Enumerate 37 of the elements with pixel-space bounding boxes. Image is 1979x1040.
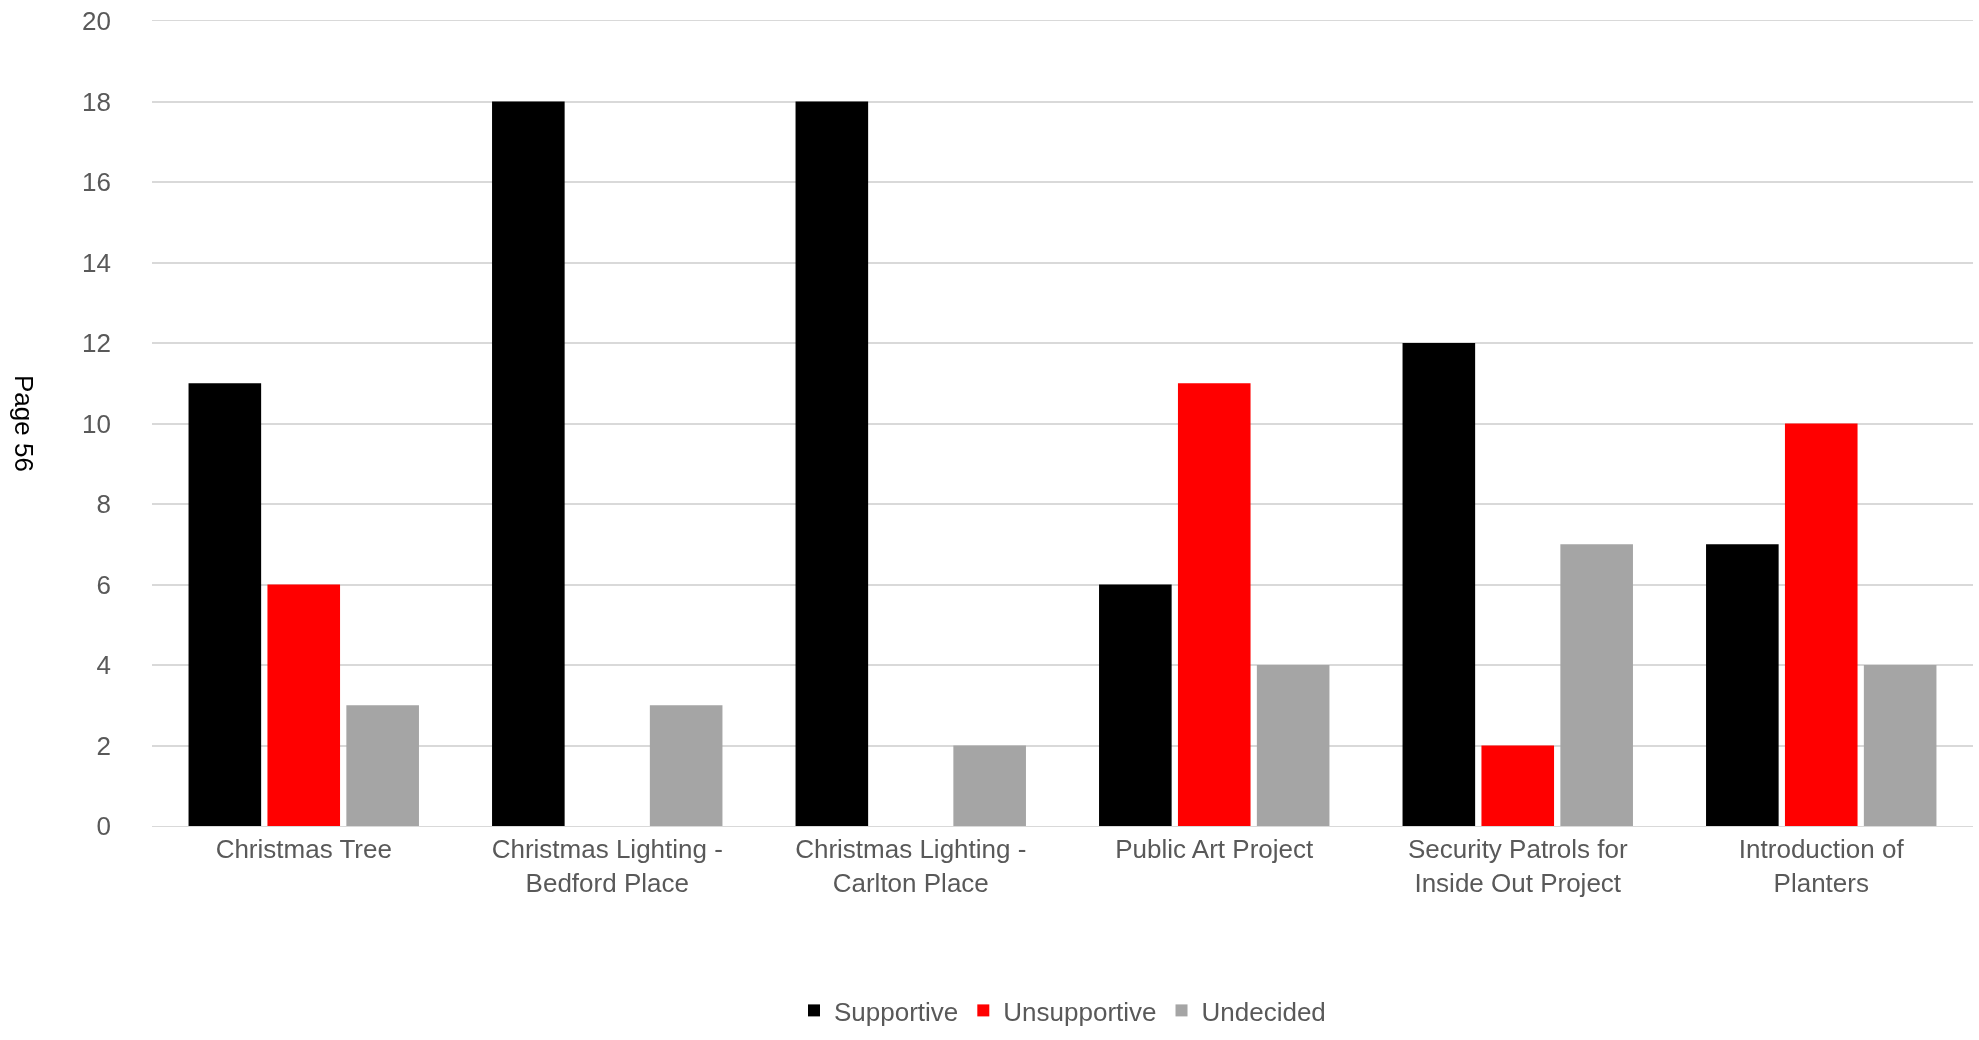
x-tick-label: Introduction of Planters (1738, 834, 1905, 898)
bar (1784, 423, 1858, 826)
bar (346, 705, 419, 826)
y-tick-label: 10 (82, 408, 111, 439)
x-tick-label: Christmas Lighting - Bedford Place (491, 834, 723, 898)
bar (1402, 343, 1476, 826)
bar (1099, 584, 1172, 826)
legend-label: Undecided (1201, 996, 1326, 1027)
bar (1560, 544, 1633, 826)
y-tick-label: 18 (82, 86, 111, 117)
bar (267, 584, 341, 826)
bar (1481, 745, 1555, 826)
legend-label: Supportive (834, 996, 959, 1027)
bar (188, 383, 262, 826)
bar (1256, 665, 1330, 826)
y-tick-label: 0 (96, 811, 111, 842)
y-tick-label: 8 (96, 489, 111, 520)
y-tick-label: 16 (82, 167, 111, 198)
bar (649, 705, 723, 826)
x-tick-label: Public Art Project (1115, 834, 1314, 865)
bar (1177, 383, 1251, 826)
x-tick-label: Christmas Tree (215, 834, 392, 865)
y-tick-label: 20 (82, 6, 111, 37)
bar (492, 101, 565, 826)
y-tick-label: 4 (96, 650, 111, 681)
legend-label: Unsupportive (1003, 996, 1157, 1027)
text: Page 56 (9, 374, 40, 472)
bar (953, 745, 1026, 826)
bar (795, 101, 869, 826)
y-tick-label: 6 (96, 569, 111, 600)
x-tick-label: Security Patrols for Inside Out Project (1407, 834, 1628, 898)
y-tick-label: 14 (82, 247, 111, 278)
y-tick-label: 12 (82, 328, 111, 359)
y-tick-label: 2 (96, 730, 111, 761)
x-tick-label: Christmas Lighting - Carlton Place (795, 834, 1027, 898)
bar (1863, 665, 1937, 826)
bar (1706, 544, 1779, 826)
